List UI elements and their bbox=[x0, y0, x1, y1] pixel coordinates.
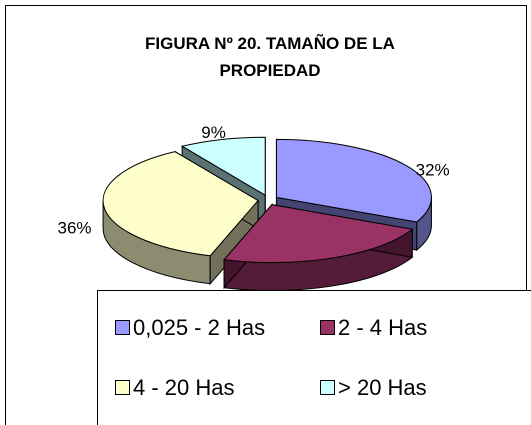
pie bbox=[102, 136, 432, 292]
slice-top bbox=[223, 204, 414, 264]
legend-label: 0,025 - 2 Has bbox=[133, 315, 265, 340]
slice-top bbox=[180, 136, 266, 197]
legend-swatch bbox=[115, 380, 130, 395]
legend-swatch bbox=[320, 380, 335, 395]
data-label: 36% bbox=[58, 219, 92, 238]
pie-slice bbox=[102, 150, 259, 286]
legend-label: 4 - 20 Has bbox=[133, 375, 235, 400]
slice-top bbox=[102, 151, 259, 257]
legend-swatch bbox=[115, 320, 130, 335]
data-label: 32% bbox=[416, 160, 450, 179]
legend-label: 2 - 4 Has bbox=[338, 315, 427, 340]
chart-title: FIGURA Nº 20. TAMAÑO DE LA PROPIEDAD bbox=[145, 34, 395, 80]
legend-swatch bbox=[320, 320, 335, 335]
legend-label: > 20 Has bbox=[338, 375, 427, 400]
pie-slice bbox=[223, 203, 414, 292]
data-label: 9% bbox=[201, 123, 226, 142]
legend-box bbox=[97, 290, 531, 425]
slice-top bbox=[275, 138, 432, 223]
legend: 0,025 - 2 Has 2 - 4 Has 4 - 20 Has > 20 Has bbox=[115, 315, 427, 400]
